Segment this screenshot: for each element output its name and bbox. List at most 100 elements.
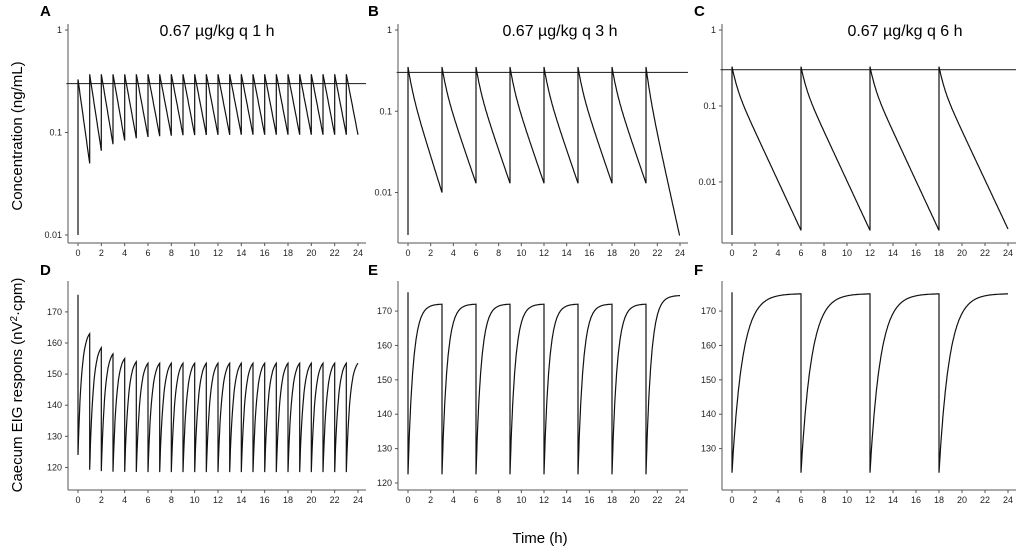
panel-C: C0.67 µg/kg q 6 h0 2 4 6 8 10 12 14 16 18 20 22 240.… (694, 3, 1016, 258)
series-line-A (77, 74, 359, 235)
x-tick-label-E: 24 (675, 495, 685, 505)
panel-letter-C: C (694, 3, 705, 20)
ylabel-eig-suffix: ·cpm) (9, 278, 26, 316)
x-tick-label-F: 22 (980, 495, 990, 505)
x-tick-label-C: 2 (752, 248, 757, 258)
xlabel-time: Time (h) (512, 530, 567, 547)
y-tick-label-D: 120 (47, 462, 62, 472)
x-tick-label-A: 20 (306, 248, 316, 258)
x-tick-label-A: 10 (190, 248, 200, 258)
x-tick-label-E: 16 (584, 495, 594, 505)
x-tick-label-D: 16 (260, 495, 270, 505)
x-tick-label-A: 22 (330, 248, 340, 258)
x-tick-label-C: 12 (865, 248, 875, 258)
x-tick-label-F: 8 (821, 495, 826, 505)
x-tick-label-C: 22 (980, 248, 990, 258)
x-tick-label-B: 24 (675, 248, 685, 258)
panel-title-C: 0.67 µg/kg q 6 h (847, 23, 962, 40)
x-tick-label-E: 0 (405, 495, 410, 505)
y-tick-label-D: 140 (47, 400, 62, 410)
x-tick-label-F: 14 (888, 495, 898, 505)
series-line-B (407, 66, 681, 236)
panel-A: A0.67 µg/kg q 1 h0 2 4 6 8 10 12 14 16 18 20 22 240.… (40, 3, 366, 258)
x-tick-label-B: 18 (607, 248, 617, 258)
y-tick-label-C: 0.1 (703, 101, 716, 111)
panel-letter-B: B (368, 3, 379, 20)
x-tick-label-B: 16 (584, 248, 594, 258)
panel-title-A: 0.67 µg/kg q 1 h (159, 23, 274, 40)
x-tick-label-E: 22 (652, 495, 662, 505)
x-tick-label-F: 10 (842, 495, 852, 505)
series-line-F (731, 292, 1008, 473)
x-tick-label-D: 12 (213, 495, 223, 505)
x-tick-label-D: 4 (122, 495, 127, 505)
x-tick-label-F: 6 (798, 495, 803, 505)
y-tick-label-B: 0.01 (374, 188, 392, 198)
x-tick-label-B: 2 (428, 248, 433, 258)
series-line-D (77, 294, 359, 473)
x-tick-label-B: 14 (562, 248, 572, 258)
x-tick-label-B: 12 (539, 248, 549, 258)
x-tick-label-D: 8 (169, 495, 174, 505)
y-tick-label-C: 0.01 (698, 177, 716, 187)
ylabel-eig-response: Caecum EIG respons (nV2·cpm) (9, 278, 26, 493)
x-tick-label-B: 4 (451, 248, 456, 258)
x-tick-label-E: 2 (428, 495, 433, 505)
x-tick-label-E: 4 (451, 495, 456, 505)
x-tick-label-D: 22 (330, 495, 340, 505)
x-tick-label-B: 8 (496, 248, 501, 258)
x-tick-label-E: 6 (473, 495, 478, 505)
panel-letter-F: F (694, 262, 703, 279)
x-tick-label-D: 24 (353, 495, 363, 505)
x-tick-label-F: 0 (729, 495, 734, 505)
y-tick-label-E: 160 (377, 340, 392, 350)
x-tick-label-B: 22 (652, 248, 662, 258)
x-tick-label-D: 2 (99, 495, 104, 505)
series-line-E (407, 292, 680, 475)
x-tick-label-C: 4 (775, 248, 780, 258)
panel-letter-A: A (40, 3, 51, 20)
x-tick-label-C: 6 (798, 248, 803, 258)
x-tick-label-D: 10 (190, 495, 200, 505)
series-line-C (731, 66, 1009, 235)
x-tick-label-E: 14 (562, 495, 572, 505)
x-tick-label-B: 6 (473, 248, 478, 258)
y-tick-label-F: 140 (701, 409, 716, 419)
y-tick-label-E: 130 (377, 444, 392, 454)
y-tick-label-A: 0.1 (49, 128, 62, 138)
x-tick-label-D: 6 (145, 495, 150, 505)
y-tick-label-F: 170 (701, 306, 716, 316)
x-tick-label-C: 18 (934, 248, 944, 258)
x-tick-label-E: 18 (607, 495, 617, 505)
y-tick-label-F: 160 (701, 340, 716, 350)
x-tick-label-C: 24 (1003, 248, 1013, 258)
y-tick-label-E: 150 (377, 375, 392, 385)
y-tick-label-C: 1 (711, 25, 716, 35)
x-tick-label-F: 24 (1003, 495, 1013, 505)
x-tick-label-A: 18 (283, 248, 293, 258)
ylabel-eig-sup: 2 (9, 315, 20, 321)
y-tick-label-E: 140 (377, 409, 392, 419)
x-tick-label-E: 8 (496, 495, 501, 505)
y-tick-label-F: 150 (701, 375, 716, 385)
x-tick-label-A: 0 (75, 248, 80, 258)
x-tick-label-B: 20 (630, 248, 640, 258)
x-tick-label-A: 14 (236, 248, 246, 258)
y-tick-label-D: 130 (47, 431, 62, 441)
y-tick-label-A: 0.01 (44, 230, 62, 240)
x-tick-label-F: 4 (775, 495, 780, 505)
y-tick-label-F: 130 (701, 444, 716, 454)
x-tick-label-C: 16 (911, 248, 921, 258)
x-tick-label-A: 16 (260, 248, 270, 258)
y-tick-label-D: 160 (47, 338, 62, 348)
x-tick-label-E: 12 (539, 495, 549, 505)
x-tick-label-C: 10 (842, 248, 852, 258)
x-tick-label-F: 12 (865, 495, 875, 505)
y-tick-label-A: 1 (57, 25, 62, 35)
panel-title-B: 0.67 µg/kg q 3 h (502, 23, 617, 40)
x-tick-label-E: 10 (516, 495, 526, 505)
y-tick-label-E: 120 (377, 478, 392, 488)
